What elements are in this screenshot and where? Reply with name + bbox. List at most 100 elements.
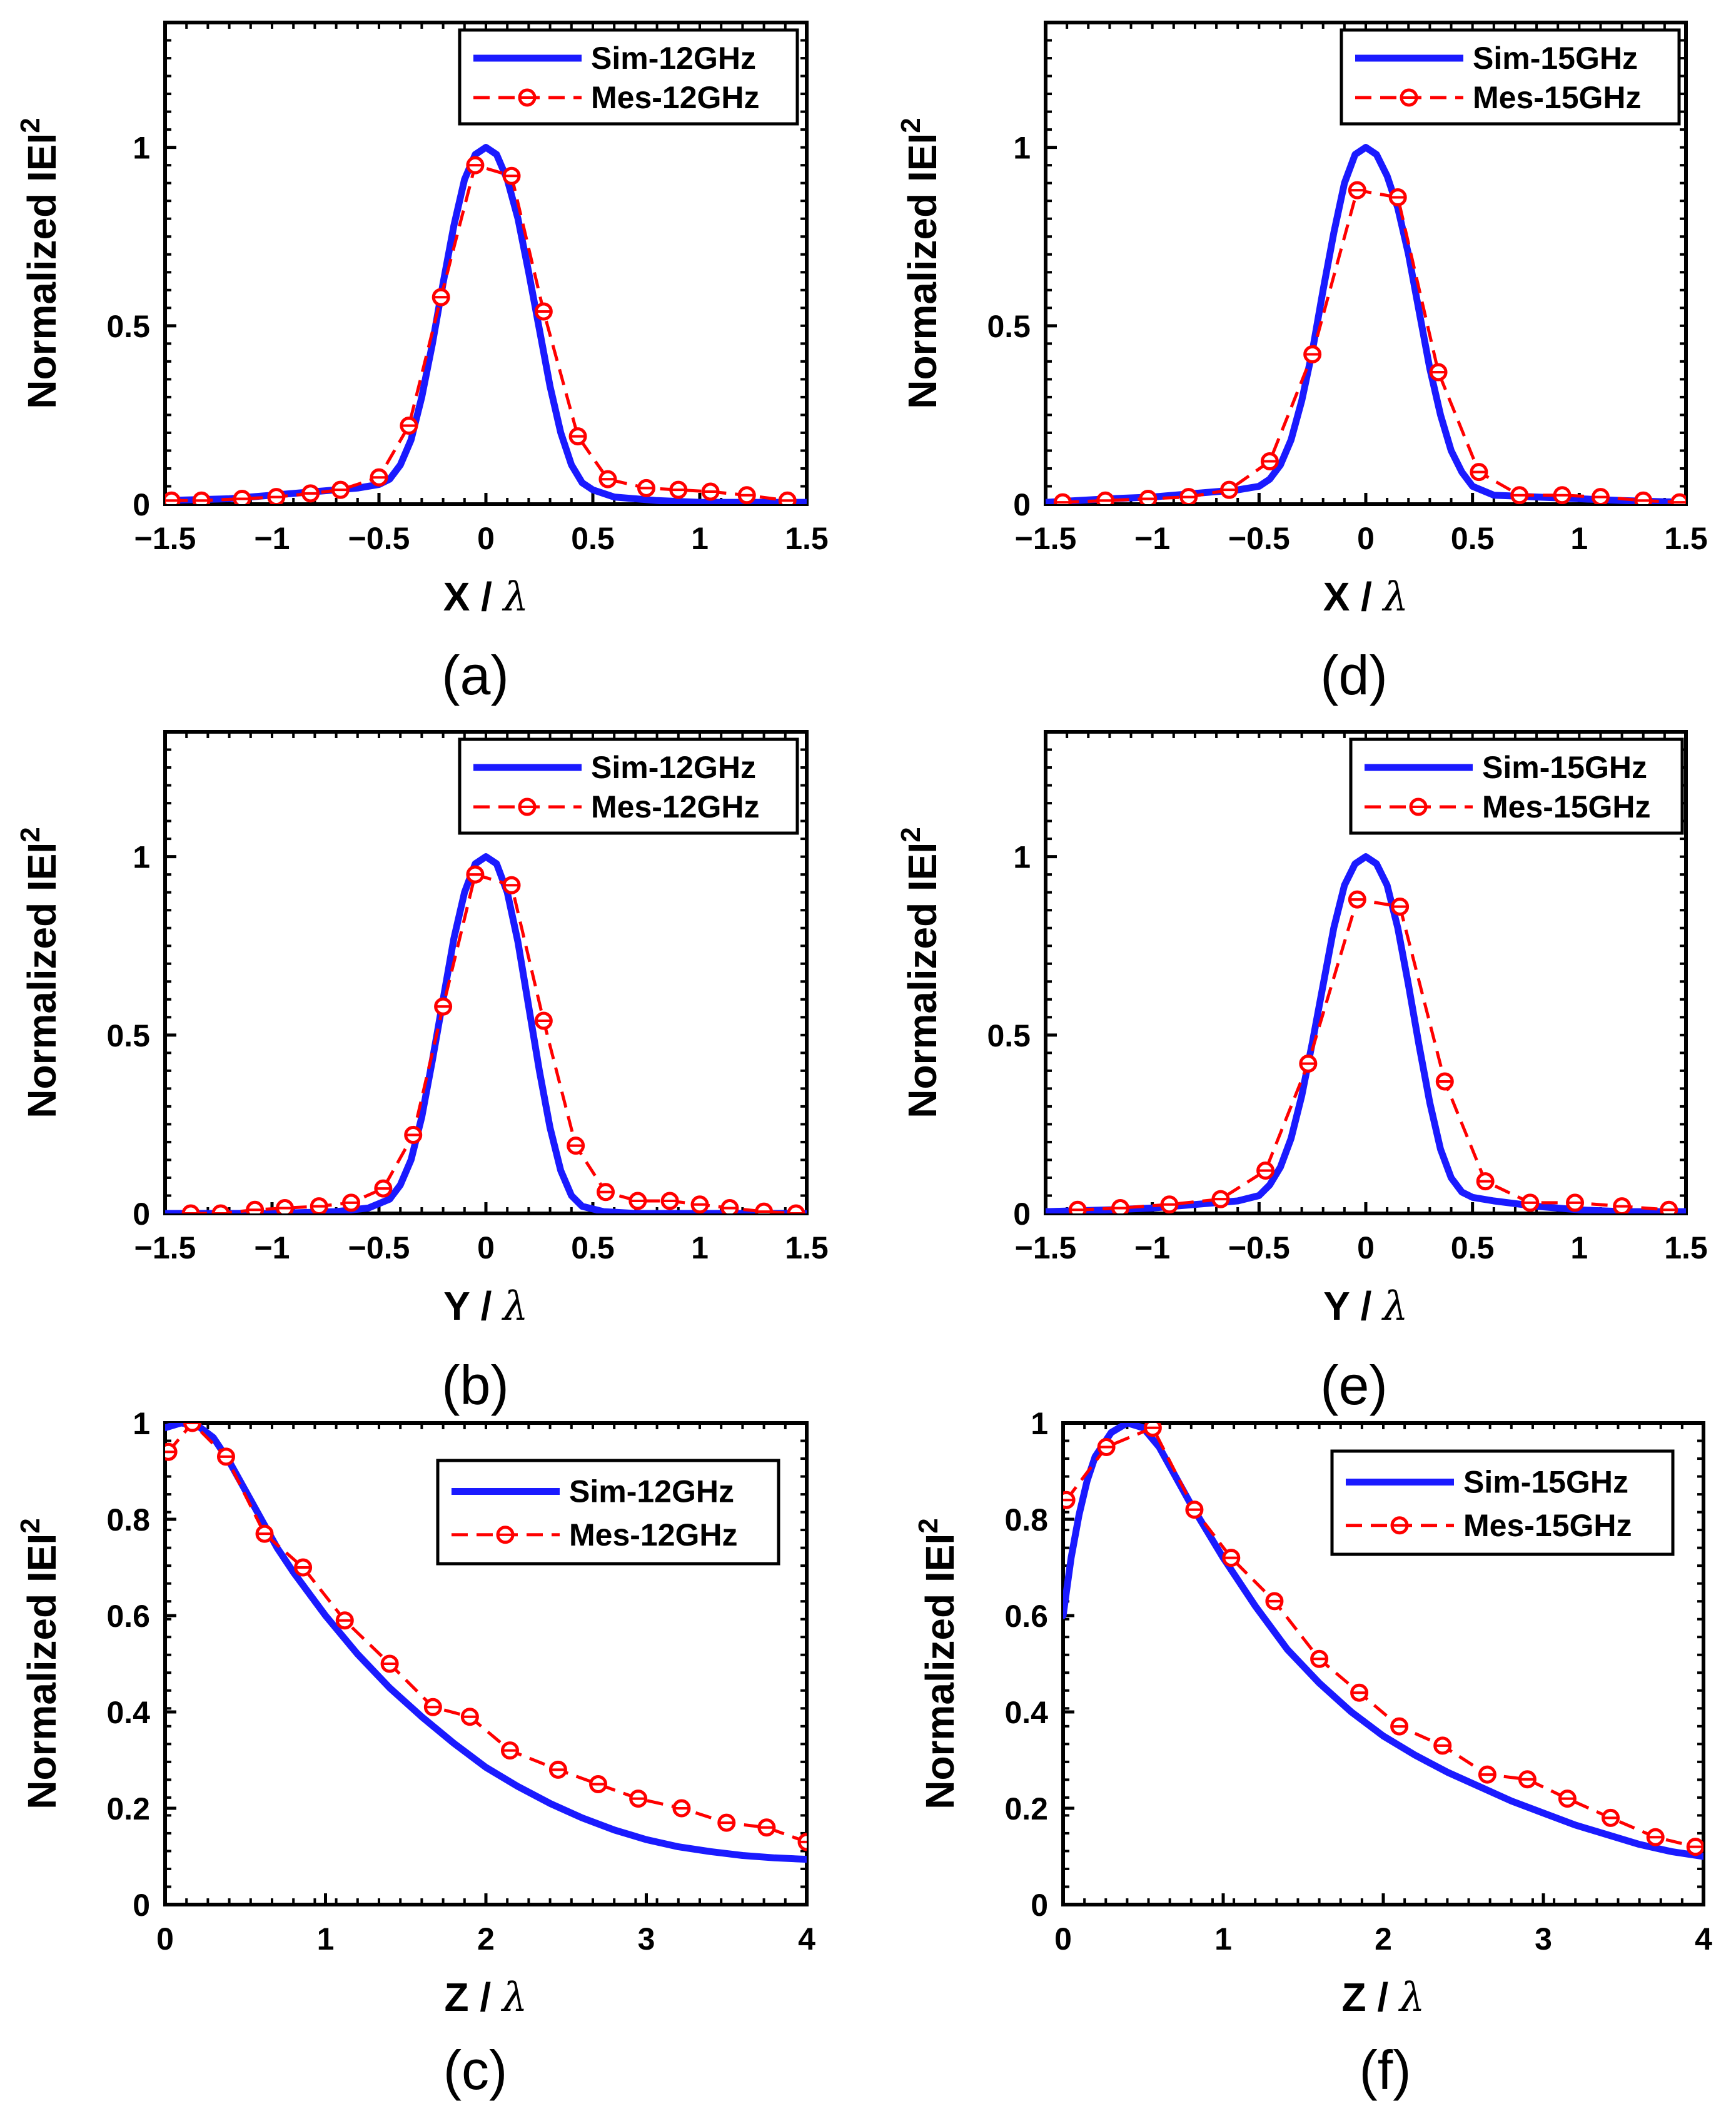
y-tick-label: 1 (1031, 1406, 1048, 1441)
data-point-mes (267, 488, 286, 504)
x-axis-label: Z / λ (1342, 1975, 1425, 2021)
x-tick-label: 0.5 (571, 521, 615, 556)
y-axis-label: Normalized IEI2 (896, 118, 945, 408)
data-point-mes (1646, 1828, 1665, 1846)
data-point-mes (1686, 1838, 1703, 1856)
data-point-mes (1063, 1491, 1076, 1509)
data-point-mes (431, 288, 450, 306)
legend-label: Mes-12GHz (591, 789, 760, 824)
x-tick-label: −1 (1134, 521, 1170, 556)
legend-label: Mes-15GHz (1482, 789, 1651, 824)
data-point-mes (1299, 1054, 1318, 1073)
x-tick-label: 1 (317, 1921, 335, 1956)
data-point-mes (598, 470, 617, 488)
data-point-mes (568, 427, 587, 446)
legend-label: Sim-15GHz (1463, 1465, 1628, 1500)
y-axis-label: Normalized IEI2 (15, 827, 64, 1118)
x-tick-label: 3 (638, 1921, 655, 1956)
x-tick-label: 1.5 (1664, 521, 1708, 556)
y-tick-label: 0.4 (1004, 1695, 1048, 1730)
data-point-mes (720, 1198, 739, 1213)
data-point-mes (211, 1204, 230, 1213)
data-point-mes (1179, 488, 1198, 504)
legend-label: Sim-15GHz (1473, 41, 1638, 76)
data-point-mes (165, 1442, 178, 1461)
panel-d: −1.5 −1 −0.5 0 0.5 1 1.5 0 0.5 1 Normalized IEI2 X … (896, 21, 1708, 706)
data-point-mes (1220, 480, 1239, 499)
data-point-mes (1265, 1592, 1284, 1611)
data-point-mes (1256, 1162, 1275, 1180)
x-tick-label: 0 (1357, 1230, 1375, 1265)
x-tick-label: 0.5 (1451, 521, 1495, 556)
data-point-mes (787, 1204, 805, 1213)
x-tick-label: −1.5 (134, 521, 196, 556)
x-tick-label: 0.5 (1451, 1230, 1495, 1265)
y-tick-label: 0.8 (1004, 1502, 1048, 1537)
series-line-mes (1062, 188, 1680, 504)
data-point-mes (374, 1179, 393, 1198)
data-point-mes (690, 1195, 709, 1213)
data-point-mes (1143, 1423, 1162, 1437)
panel-e: −1.5 −1 −0.5 0 0.5 1 1.5 0 0.5 1 Normalized IEI2 Y … (896, 730, 1708, 1416)
data-point-mes (181, 1204, 200, 1213)
legend-label: Sim-12GHz (591, 41, 756, 76)
y-tick-label: 0.2 (1004, 1791, 1048, 1826)
data-point-mes (1222, 1549, 1241, 1567)
x-tick-label: 1 (691, 521, 709, 556)
data-point-mes (757, 1818, 776, 1837)
panel-label: (f) (1359, 2039, 1411, 2101)
data-point-mes (192, 491, 211, 504)
data-point-mes (331, 480, 350, 499)
series-line-sim (165, 144, 807, 504)
data-point-mes (1613, 1197, 1632, 1213)
legend-item: Mes-15GHz (1355, 80, 1642, 115)
data-point-mes (502, 166, 521, 185)
plot-area (165, 853, 807, 1213)
data-point-mes (1591, 488, 1610, 504)
legend-label: Sim-15GHz (1482, 750, 1647, 785)
x-axis-label: Z / λ (445, 1975, 528, 2021)
data-point-mes (737, 486, 756, 504)
legend-item: Sim-12GHz (473, 41, 756, 76)
x-axis-label: Y / λ (443, 1283, 528, 1330)
y-tick-label: 1 (1013, 840, 1031, 875)
data-point-mes (1350, 1683, 1369, 1702)
legend: Sim-15GHz Mes-15GHz (1349, 737, 1684, 835)
data-point-mes (310, 1197, 328, 1213)
data-point-mes (1435, 1072, 1454, 1091)
data-point-mes (1670, 493, 1686, 504)
data-point-mes (1634, 491, 1653, 504)
legend: Sim-12GHz Mes-12GHz (458, 28, 799, 126)
x-tick-label: 1 (691, 1230, 709, 1265)
data-point-mes (797, 1833, 807, 1851)
data-point-mes (548, 1760, 567, 1779)
legend-label: Mes-12GHz (569, 1517, 738, 1552)
x-tick-label: 1.5 (1664, 1230, 1708, 1265)
y-tick-label: 0 (133, 487, 150, 522)
data-point-mes (1348, 181, 1366, 200)
x-tick-label: 1 (1570, 521, 1588, 556)
x-tick-label: 2 (1375, 1921, 1392, 1956)
x-tick-label: −1 (254, 521, 290, 556)
legend: Sim-15GHz Mes-15GHz (1340, 28, 1681, 126)
x-axis-label: X / λ (443, 574, 529, 620)
data-point-mes (183, 1423, 202, 1432)
data-point-mes (597, 1183, 615, 1202)
y-tick-label: 0.5 (106, 1018, 150, 1053)
plot-area (165, 1423, 807, 1863)
x-tick-label: −0.5 (348, 521, 410, 556)
data-point-mes (660, 1192, 679, 1210)
x-tick-label: 0.5 (571, 1230, 615, 1265)
data-point-mes (1097, 1438, 1116, 1456)
series-line-sim (165, 853, 807, 1213)
data-point-mes (1068, 1200, 1087, 1213)
x-tick-label: 0 (477, 521, 495, 556)
x-tick-label: −0.5 (1228, 1230, 1290, 1265)
data-point-mes (669, 480, 688, 499)
data-point-mes (1391, 897, 1410, 916)
x-tick-label: 2 (477, 1921, 495, 1956)
series-line-sim (1046, 853, 1686, 1213)
x-tick-label: −1.5 (134, 1230, 196, 1265)
x-tick-label: 0 (477, 1230, 495, 1265)
data-point-mes (1390, 1717, 1409, 1736)
